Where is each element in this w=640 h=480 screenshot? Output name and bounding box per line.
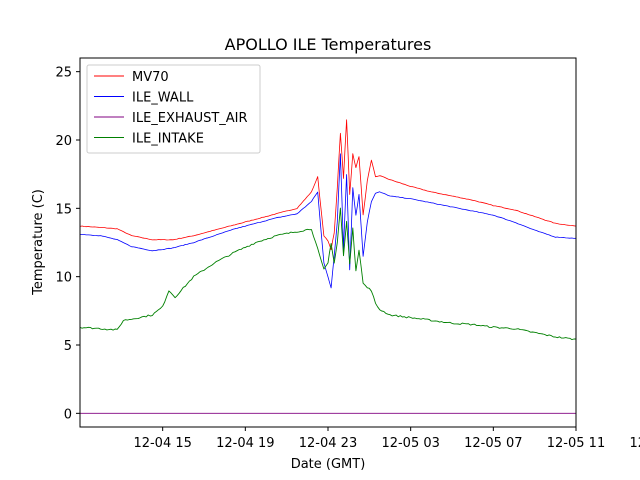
y-axis: 0 5 10 15 20 25: [55, 66, 80, 422]
x-tick-label: 12-05 03: [381, 436, 439, 451]
legend-label-ile-exhaust-air: ILE_EXHAUST_AIR: [132, 111, 248, 126]
x-tick-label: 12-04 19: [216, 436, 274, 451]
series-line-ile-wall: [80, 153, 576, 289]
legend-label-ile-intake: ILE_INTAKE: [132, 132, 204, 147]
legend-label-ile-wall: ILE_WALL: [132, 91, 194, 106]
y-tick-label: 5: [64, 339, 72, 354]
x-tick-label: 12-04 23: [299, 436, 357, 451]
series-layer: [80, 119, 576, 414]
x-axis: 12-04 15 12-04 19 12-04 23 12-05 03 12-05 07…: [133, 427, 640, 451]
series-line-mv70: [80, 119, 576, 251]
legend: MV70 ILE_WALL ILE_EXHAUST_AIR ILE_INTAKE: [86, 64, 261, 154]
x-axis-label: Date (GMT): [291, 457, 366, 472]
legend-label-mv70: MV70: [132, 70, 169, 85]
x-tick-label: 12-05 15: [629, 436, 640, 451]
chart-title: APOLLO ILE Temperatures: [225, 35, 432, 54]
y-tick-label: 15: [55, 202, 72, 217]
y-tick-label: 0: [64, 407, 72, 422]
y-tick-label: 20: [55, 134, 72, 149]
y-tick-label: 10: [55, 271, 72, 286]
x-tick-label: 12-04 15: [133, 436, 191, 451]
y-axis-label: Temperature (C): [31, 189, 46, 296]
legend-frame: [86, 64, 261, 154]
x-tick-label: 12-05 11: [547, 436, 605, 451]
series-line-ile-intake: [80, 207, 576, 341]
x-tick-label: 12-05 07: [464, 436, 522, 451]
y-tick-label: 25: [55, 66, 72, 81]
